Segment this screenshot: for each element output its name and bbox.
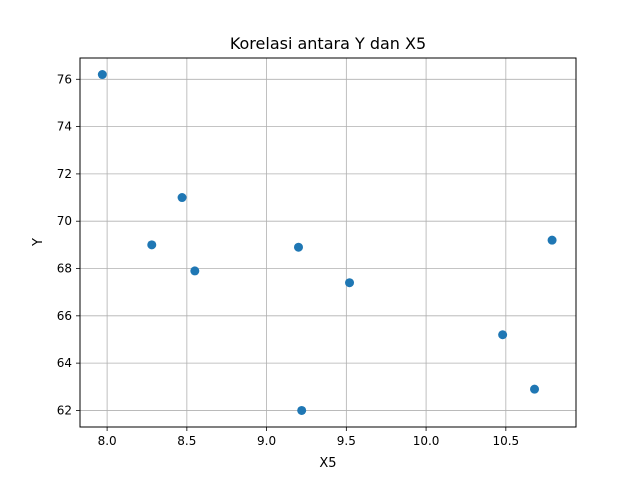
y-tick-label: 72: [57, 167, 72, 181]
chart-title: Korelasi antara Y dan X5: [230, 34, 426, 53]
x-tick-label: 8.0: [98, 434, 117, 448]
scatter-point: [147, 240, 157, 250]
scatter-point: [190, 266, 200, 276]
x-tick-label: 10.5: [492, 434, 519, 448]
y-tick-label: 74: [57, 120, 72, 134]
scatter-point: [530, 384, 540, 394]
y-tick-label: 66: [57, 309, 72, 323]
y-tick-label: 62: [57, 403, 72, 417]
scatter-point: [547, 235, 557, 245]
scatter-point: [345, 278, 355, 288]
y-tick-label: 68: [57, 262, 72, 276]
plot-area: [79, 57, 577, 428]
x-tick-label: 10.0: [413, 434, 440, 448]
y-axis-label: Y: [31, 238, 46, 247]
grid: [80, 58, 576, 427]
x-tick-label: 9.0: [257, 434, 276, 448]
y-tick-label: 70: [57, 214, 72, 228]
x-tick-label: 9.5: [337, 434, 356, 448]
scatter-point: [297, 405, 307, 415]
scatter-point: [498, 330, 508, 340]
scatter-point: [293, 242, 303, 252]
y-tick-label: 76: [57, 72, 72, 86]
x-axis: 8.0 8.5 9.0 9.5 10.0 10.5: [98, 427, 519, 448]
x-tick-label: 8.5: [177, 434, 196, 448]
x-axis-label: X5: [319, 456, 336, 471]
data-points: [97, 70, 557, 415]
scatter-point: [177, 193, 187, 203]
y-axis: 62 64 66 68 70 72 74 76: [57, 72, 80, 417]
scatter-point: [97, 70, 107, 80]
y-tick-label: 64: [57, 356, 72, 370]
